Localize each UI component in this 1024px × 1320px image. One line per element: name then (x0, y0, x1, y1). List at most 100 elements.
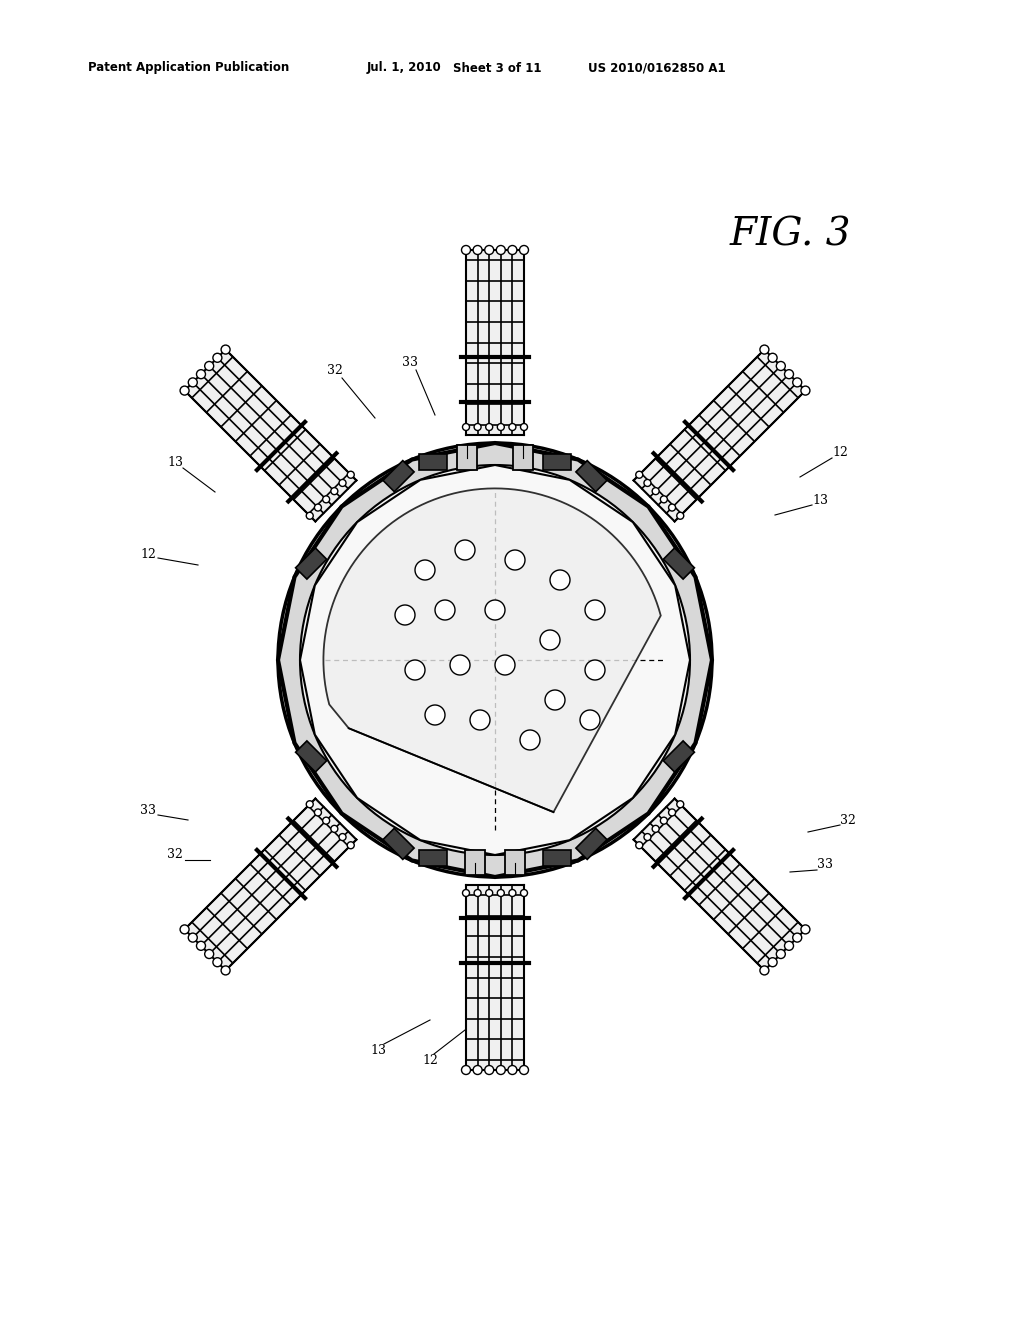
Circle shape (509, 890, 516, 896)
Polygon shape (465, 850, 485, 875)
Circle shape (221, 345, 230, 354)
Circle shape (509, 424, 516, 430)
Text: US 2010/0162850 A1: US 2010/0162850 A1 (588, 62, 726, 74)
Circle shape (801, 385, 810, 395)
Circle shape (644, 479, 651, 487)
Circle shape (180, 385, 189, 395)
Circle shape (495, 655, 515, 675)
Polygon shape (634, 350, 806, 521)
Circle shape (776, 949, 785, 958)
Circle shape (585, 601, 605, 620)
Circle shape (484, 246, 494, 255)
Polygon shape (634, 799, 806, 970)
Circle shape (644, 833, 651, 841)
Circle shape (463, 424, 469, 430)
Polygon shape (184, 799, 356, 970)
Circle shape (331, 487, 338, 495)
Circle shape (669, 504, 676, 511)
Circle shape (793, 933, 802, 942)
Circle shape (505, 550, 525, 570)
Circle shape (793, 378, 802, 387)
Text: FIG. 3: FIG. 3 (729, 216, 851, 253)
Circle shape (498, 890, 504, 896)
Circle shape (520, 730, 540, 750)
Circle shape (455, 540, 475, 560)
Circle shape (197, 370, 206, 379)
Polygon shape (505, 850, 525, 875)
Text: 12: 12 (422, 1053, 438, 1067)
Circle shape (306, 801, 313, 808)
Circle shape (395, 605, 415, 624)
Text: Sheet 3 of 11: Sheet 3 of 11 (453, 62, 542, 74)
Circle shape (677, 801, 684, 808)
Circle shape (213, 958, 222, 966)
Circle shape (339, 479, 346, 487)
Text: 32: 32 (840, 813, 856, 826)
Polygon shape (513, 445, 534, 470)
Circle shape (784, 370, 794, 379)
Circle shape (580, 710, 600, 730)
Polygon shape (296, 548, 327, 579)
Polygon shape (278, 444, 712, 876)
Circle shape (221, 966, 230, 975)
Circle shape (519, 1065, 528, 1074)
Circle shape (197, 941, 206, 950)
Polygon shape (184, 350, 356, 521)
Circle shape (463, 890, 469, 896)
Polygon shape (543, 454, 570, 470)
Polygon shape (466, 249, 524, 436)
Circle shape (669, 809, 676, 816)
Circle shape (188, 378, 198, 387)
Text: 33: 33 (402, 355, 418, 368)
Polygon shape (575, 829, 607, 859)
Circle shape (550, 570, 570, 590)
Circle shape (435, 601, 455, 620)
Circle shape (660, 496, 668, 503)
Text: 32: 32 (327, 363, 343, 376)
Circle shape (760, 345, 769, 354)
Circle shape (306, 512, 313, 519)
Text: 13: 13 (370, 1044, 386, 1056)
Circle shape (339, 833, 346, 841)
Text: 13: 13 (812, 494, 828, 507)
Circle shape (508, 1065, 517, 1074)
Circle shape (677, 512, 684, 519)
Circle shape (485, 601, 505, 620)
Circle shape (474, 890, 481, 896)
Circle shape (462, 1065, 470, 1074)
Polygon shape (664, 741, 694, 772)
Text: 33: 33 (140, 804, 156, 817)
Circle shape (485, 424, 493, 430)
Circle shape (205, 949, 214, 958)
Circle shape (473, 246, 482, 255)
Text: 12: 12 (140, 549, 156, 561)
Circle shape (636, 842, 643, 849)
Circle shape (540, 630, 560, 649)
Polygon shape (575, 461, 607, 491)
Circle shape (323, 817, 330, 824)
Polygon shape (543, 850, 570, 866)
Circle shape (406, 660, 425, 680)
Circle shape (415, 560, 435, 579)
Circle shape (545, 690, 565, 710)
Text: 12: 12 (833, 446, 848, 458)
Circle shape (760, 966, 769, 975)
Circle shape (652, 487, 659, 495)
Polygon shape (457, 445, 477, 470)
Circle shape (784, 941, 794, 950)
Circle shape (520, 890, 527, 896)
Polygon shape (300, 465, 690, 855)
Circle shape (520, 424, 527, 430)
Polygon shape (296, 741, 327, 772)
Polygon shape (419, 454, 447, 470)
Circle shape (473, 1065, 482, 1074)
Circle shape (474, 424, 481, 430)
Circle shape (180, 925, 189, 935)
Text: 13: 13 (167, 455, 183, 469)
Circle shape (188, 933, 198, 942)
Circle shape (425, 705, 445, 725)
Circle shape (314, 504, 322, 511)
Circle shape (484, 1065, 494, 1074)
Circle shape (347, 842, 354, 849)
Circle shape (508, 246, 517, 255)
